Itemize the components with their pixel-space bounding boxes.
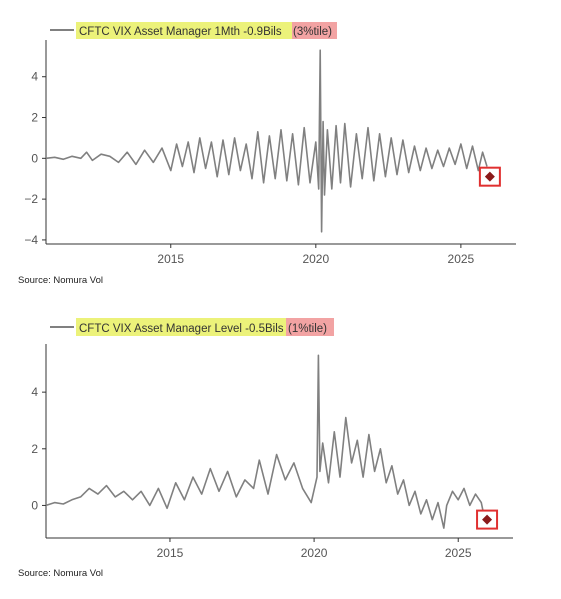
highlight — [478, 166, 501, 187]
y-tick-label: −2 — [24, 192, 38, 206]
source-note-2: Source: Nomura Vol — [18, 568, 104, 579]
legend-percentile: (3%tile) — [293, 26, 332, 38]
x-tick-label: 2025 — [448, 252, 475, 266]
series-line — [45, 49, 488, 233]
tick-labels: 0 2 4 2015 2020 2025 — [31, 385, 472, 560]
chart-1mth: CFTC VIX Asset Manager 1Mth -0.9Bils (3%… — [24, 22, 516, 266]
x-tick-label: 2020 — [302, 252, 329, 266]
legend-1: CFTC VIX Asset Manager 1Mth -0.9Bils (3%… — [50, 22, 337, 39]
x-tick-label: 2015 — [157, 252, 184, 266]
x-tick-label: 2020 — [301, 546, 328, 560]
legend-label: CFTC VIX Asset Manager 1Mth -0.9Bils — [79, 26, 282, 38]
chart-level: CFTC VIX Asset Manager Level -0.5Bils (1… — [31, 318, 513, 560]
y-tick-label: −4 — [24, 233, 38, 247]
y-tick-label: 2 — [31, 442, 38, 456]
legend-2: CFTC VIX Asset Manager Level -0.5Bils (1… — [50, 318, 334, 336]
source-note-1: Source: Nomura Vol — [18, 275, 104, 286]
highlight — [476, 509, 499, 530]
axes — [42, 40, 516, 248]
legend-label-highlight — [76, 22, 292, 39]
legend-percentile-highlight — [286, 318, 334, 336]
series-line — [45, 354, 485, 529]
y-tick-label: 4 — [31, 70, 38, 84]
legend-label-highlight — [76, 318, 286, 336]
latest-value-marker — [484, 171, 495, 182]
series — [45, 354, 485, 529]
x-tick-label: 2015 — [157, 546, 184, 560]
series — [45, 49, 488, 233]
y-tick-label: 2 — [31, 111, 38, 125]
tick-labels: −4 −2 0 2 4 2015 2020 2025 — [24, 70, 474, 266]
y-tick-label: 4 — [31, 385, 38, 399]
latest-value-marker — [482, 514, 493, 525]
legend-percentile-highlight — [292, 22, 337, 39]
y-tick-label: 0 — [31, 498, 38, 512]
legend-label: CFTC VIX Asset Manager Level -0.5Bils — [79, 323, 284, 335]
x-tick-label: 2025 — [445, 546, 472, 560]
legend-percentile: (1%tile) — [288, 323, 327, 335]
y-tick-label: 0 — [31, 151, 38, 165]
axes — [42, 344, 513, 542]
